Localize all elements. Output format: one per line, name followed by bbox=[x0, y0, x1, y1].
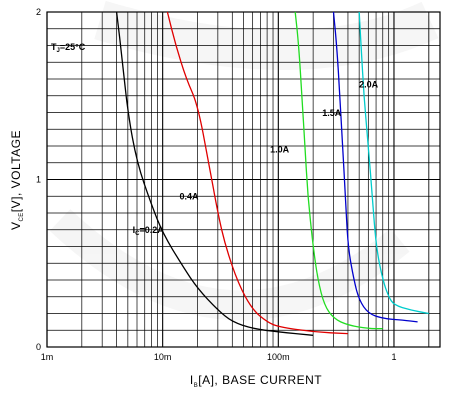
series-line-0 bbox=[115, 11, 314, 336]
y-tick-label: 2 bbox=[36, 7, 41, 17]
series-label-0: IC=0.2A bbox=[133, 225, 165, 237]
series-line-4 bbox=[358, 11, 429, 315]
plot-frame bbox=[46, 11, 441, 348]
condition-label: TJ=25°C bbox=[51, 42, 86, 54]
x-axis-title: IB[A], BASE CURRENT bbox=[190, 373, 322, 389]
series-line-2 bbox=[294, 11, 383, 330]
y-tick-label: 0 bbox=[36, 342, 41, 352]
x-tick-label: 10m bbox=[154, 352, 172, 362]
series-labels: IC=0.2A 0.4A 1.0A 1.5A 2.0A bbox=[133, 79, 379, 237]
series-label-4: 2.0A bbox=[359, 79, 379, 89]
x-tick-label: 1 bbox=[391, 352, 396, 362]
y-tick-label: 1 bbox=[36, 175, 41, 185]
x-tick-label: 1m bbox=[41, 352, 54, 362]
series-line-3 bbox=[332, 11, 418, 323]
y-tick-labels: 0 1 2 bbox=[36, 7, 41, 352]
x-tick-labels: 1m 10m 100m 1 bbox=[41, 352, 397, 362]
grid-lines bbox=[46, 11, 440, 348]
series-curves bbox=[115, 11, 429, 336]
series-label-1: 0.4A bbox=[180, 192, 200, 202]
y-axis-title: VCE[V], VOLTAGE bbox=[9, 130, 25, 230]
series-line-1 bbox=[166, 11, 348, 335]
x-tick-label: 100m bbox=[267, 352, 290, 362]
series-label-3: 1.5A bbox=[322, 108, 342, 118]
series-label-2: 1.0A bbox=[270, 145, 290, 155]
